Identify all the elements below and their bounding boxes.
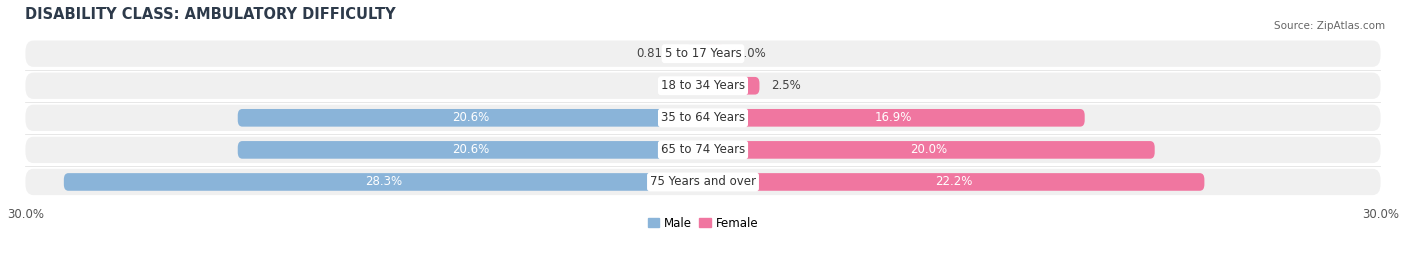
Text: 20.6%: 20.6% bbox=[451, 143, 489, 157]
Text: 1.0%: 1.0% bbox=[737, 47, 766, 60]
FancyBboxPatch shape bbox=[25, 40, 1381, 67]
Text: 35 to 64 Years: 35 to 64 Years bbox=[661, 111, 745, 124]
Text: 20.6%: 20.6% bbox=[451, 111, 489, 124]
Text: 0.81%: 0.81% bbox=[637, 47, 673, 60]
Text: DISABILITY CLASS: AMBULATORY DIFFICULTY: DISABILITY CLASS: AMBULATORY DIFFICULTY bbox=[25, 7, 396, 22]
Text: 20.0%: 20.0% bbox=[910, 143, 948, 157]
FancyBboxPatch shape bbox=[238, 109, 703, 127]
FancyBboxPatch shape bbox=[703, 45, 725, 62]
Text: 18 to 34 Years: 18 to 34 Years bbox=[661, 79, 745, 92]
Text: Source: ZipAtlas.com: Source: ZipAtlas.com bbox=[1274, 21, 1385, 31]
FancyBboxPatch shape bbox=[703, 109, 1084, 127]
FancyBboxPatch shape bbox=[25, 137, 1381, 163]
FancyBboxPatch shape bbox=[703, 173, 1205, 191]
FancyBboxPatch shape bbox=[703, 141, 1154, 159]
Text: 22.2%: 22.2% bbox=[935, 176, 973, 188]
Text: 28.3%: 28.3% bbox=[366, 176, 402, 188]
FancyBboxPatch shape bbox=[685, 45, 703, 62]
Legend: Male, Female: Male, Female bbox=[643, 212, 763, 234]
FancyBboxPatch shape bbox=[25, 105, 1381, 131]
FancyBboxPatch shape bbox=[25, 169, 1381, 195]
Text: 5 to 17 Years: 5 to 17 Years bbox=[665, 47, 741, 60]
Text: 16.9%: 16.9% bbox=[875, 111, 912, 124]
Text: 65 to 74 Years: 65 to 74 Years bbox=[661, 143, 745, 157]
FancyBboxPatch shape bbox=[703, 77, 759, 95]
FancyBboxPatch shape bbox=[238, 141, 703, 159]
FancyBboxPatch shape bbox=[25, 73, 1381, 99]
FancyBboxPatch shape bbox=[63, 173, 703, 191]
Text: 0.0%: 0.0% bbox=[662, 79, 692, 92]
Text: 75 Years and over: 75 Years and over bbox=[650, 176, 756, 188]
Text: 2.5%: 2.5% bbox=[770, 79, 800, 92]
